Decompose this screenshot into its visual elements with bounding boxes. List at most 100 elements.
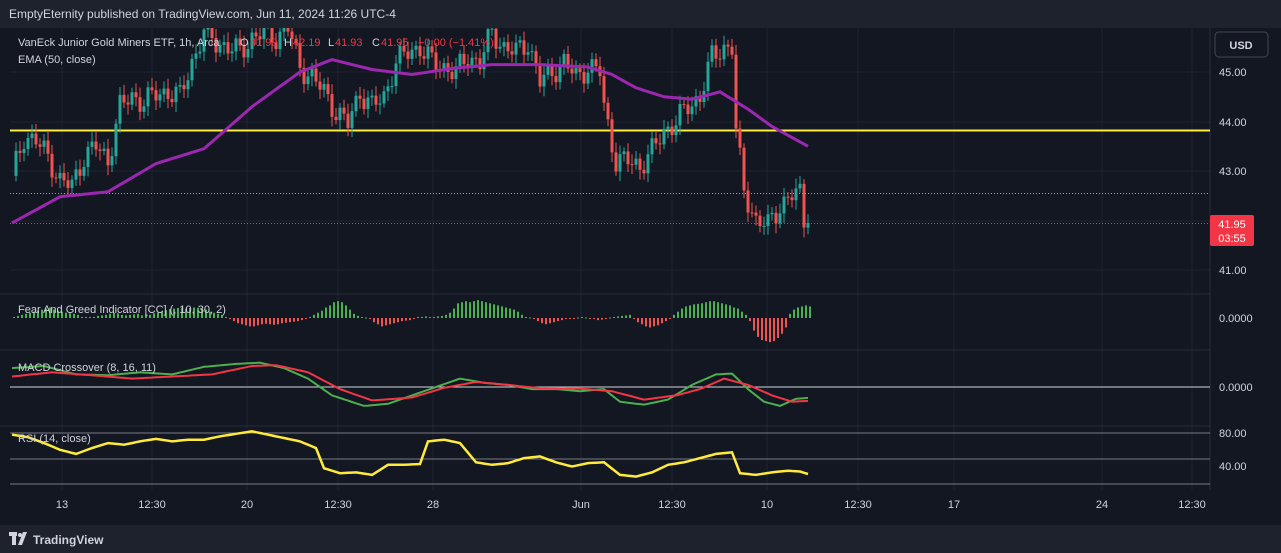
candle-body xyxy=(82,167,86,176)
legend-symbol: VanEck Junior Gold Miners ETF, 1h, Arca xyxy=(18,37,220,49)
candle xyxy=(670,119,674,143)
candle xyxy=(570,58,574,84)
fear-greed-bar xyxy=(289,318,291,323)
candle xyxy=(426,39,430,69)
fear-greed-bar xyxy=(93,316,95,318)
candle xyxy=(290,23,294,49)
fear-greed-bar xyxy=(377,318,379,325)
pane-separators xyxy=(0,28,1211,490)
candle-body xyxy=(674,125,678,136)
candle xyxy=(638,153,642,180)
candle-body xyxy=(190,58,194,81)
footer-bar: TradingView xyxy=(0,525,1281,553)
candle-body xyxy=(582,72,586,84)
candle xyxy=(386,79,390,101)
candle-body xyxy=(26,138,30,150)
fear-greed-bar xyxy=(113,312,115,318)
candle xyxy=(162,81,166,103)
candle-body xyxy=(698,96,702,103)
chart-area[interactable]: VanEck Junior Gold Miners ETF, 1h, Arca … xyxy=(0,12,1281,525)
fear-greed-bar xyxy=(245,318,247,326)
fear-greed-bar xyxy=(129,314,131,318)
candle-body xyxy=(506,42,510,52)
candle xyxy=(686,96,690,124)
candle xyxy=(166,78,170,109)
time-tick-9: 12:30 xyxy=(844,499,872,511)
fear-greed-bar xyxy=(673,314,675,318)
candle xyxy=(558,56,562,90)
candle-body xyxy=(278,31,282,50)
fear-greed-bar xyxy=(601,318,603,320)
fear-greed-bar xyxy=(621,315,623,318)
candle xyxy=(138,87,142,121)
candle xyxy=(554,66,558,90)
candle xyxy=(78,159,82,186)
candle xyxy=(158,88,162,108)
fear-greed-bar xyxy=(441,315,443,318)
candle xyxy=(770,207,774,221)
publisher-header: EmptyEternity published on TradingView.c… xyxy=(0,0,1281,28)
candle xyxy=(350,103,354,137)
candle xyxy=(126,94,130,115)
candle-body xyxy=(454,66,458,80)
candle xyxy=(706,52,710,101)
candle xyxy=(806,214,810,235)
currency-button[interactable]: USD xyxy=(1214,31,1269,58)
fear-greed-bar xyxy=(793,309,795,318)
candle-body xyxy=(778,213,782,224)
candle xyxy=(362,89,366,115)
candle-body xyxy=(414,45,418,50)
candle xyxy=(634,150,638,170)
candle xyxy=(566,46,570,73)
fear-greed-bar xyxy=(741,311,743,318)
time-axis[interactable]: 13 12:30 20 12:30 28 Jun 12:30 10 12:30 … xyxy=(56,499,1206,511)
candle-body xyxy=(66,180,70,188)
fear-greed-bar xyxy=(109,313,111,318)
candle xyxy=(730,38,734,59)
candle-body xyxy=(42,140,46,147)
candle-body xyxy=(578,68,582,73)
fear-greed-bar xyxy=(697,303,699,318)
candle-body xyxy=(322,84,326,90)
fear-greed-bar xyxy=(385,318,387,326)
candle xyxy=(758,209,762,233)
fear-greed-bar xyxy=(789,313,791,318)
fear-greed-bar xyxy=(641,318,643,325)
fear-greed-bar xyxy=(653,318,655,327)
candle xyxy=(354,91,358,117)
candle xyxy=(46,130,50,162)
candle xyxy=(798,176,802,193)
fear-greed-bar xyxy=(281,318,283,324)
fear-greed-histogram xyxy=(13,300,811,343)
fear-greed-bar xyxy=(165,310,167,318)
rsi-tick-80: 80.00 xyxy=(1219,428,1247,440)
price-axis[interactable]: USD 45.00 44.00 43.00 41.00 41.95 03:55 … xyxy=(1210,31,1269,473)
candle-body xyxy=(222,42,226,45)
fear-greed-bar xyxy=(777,318,779,338)
candle xyxy=(714,38,718,68)
candle-body xyxy=(766,214,770,226)
fear-greed-bar xyxy=(473,301,475,318)
candle-body xyxy=(670,126,674,136)
fear-greed-bar xyxy=(529,317,531,319)
fear-greed-bar xyxy=(745,314,747,318)
fear-greed-bar xyxy=(533,318,535,320)
candle xyxy=(526,42,530,61)
candle-body xyxy=(22,149,26,153)
candle xyxy=(654,131,658,150)
candle-body xyxy=(354,95,358,112)
chart-svg[interactable]: VanEck Junior Gold Miners ETF, 1h, Arca … xyxy=(0,12,1281,525)
candle-body xyxy=(666,126,670,129)
fear-greed-bar xyxy=(457,303,459,318)
candle-body xyxy=(558,65,562,83)
fear-greed-bar xyxy=(345,305,347,318)
fear-greed-bar xyxy=(205,309,207,318)
candle xyxy=(190,53,194,87)
candle xyxy=(390,76,394,94)
candle xyxy=(102,141,106,156)
candle-body xyxy=(122,94,126,103)
candle-body xyxy=(626,151,630,165)
fear-greed-bar xyxy=(505,307,507,318)
candle-body xyxy=(334,116,338,121)
candle-body xyxy=(434,52,438,70)
